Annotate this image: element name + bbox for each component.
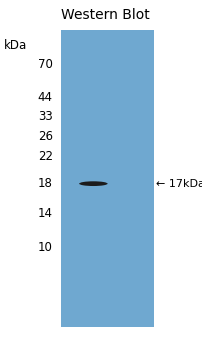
Text: 18: 18 xyxy=(38,177,53,190)
Bar xyxy=(61,30,154,327)
Text: 22: 22 xyxy=(38,150,53,163)
Ellipse shape xyxy=(79,181,107,186)
Text: 10: 10 xyxy=(38,241,53,254)
Text: kDa: kDa xyxy=(4,39,27,52)
Text: 70: 70 xyxy=(38,58,53,70)
Text: 44: 44 xyxy=(38,91,53,104)
Text: 26: 26 xyxy=(38,130,53,143)
Text: 14: 14 xyxy=(38,208,53,220)
Text: 33: 33 xyxy=(38,110,53,123)
Text: Western Blot: Western Blot xyxy=(61,8,149,22)
Text: ← 17kDa: ← 17kDa xyxy=(156,179,202,189)
